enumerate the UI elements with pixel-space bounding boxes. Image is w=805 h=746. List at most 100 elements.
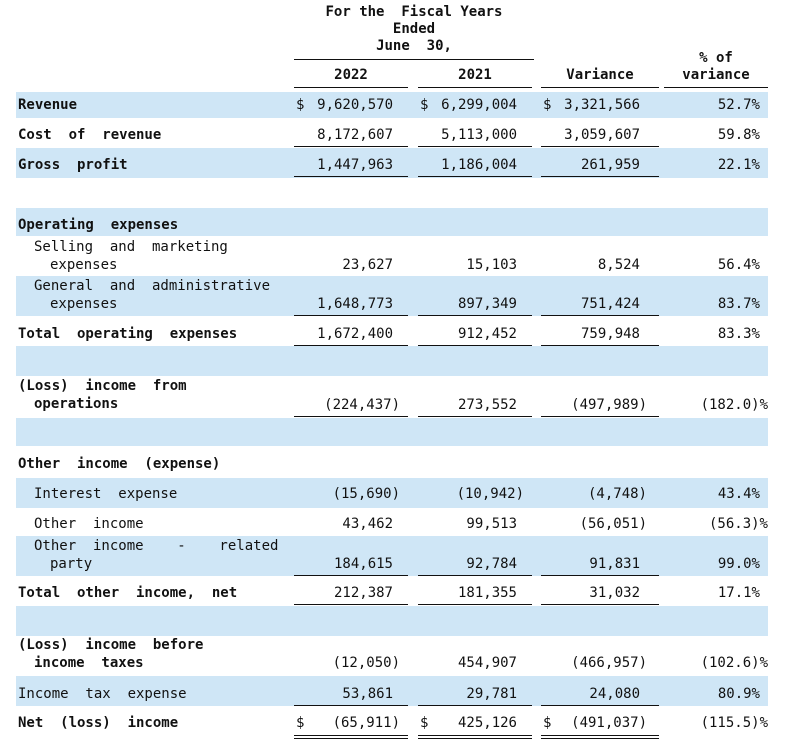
net-pct: (115.5)% bbox=[700, 715, 768, 731]
net-2021: 425,126 bbox=[457, 715, 517, 731]
net-variance: (491,037) bbox=[571, 715, 647, 731]
header-rule-2021 bbox=[418, 87, 532, 88]
pretax-variance: (466,957) bbox=[571, 655, 647, 671]
subtotal-rule bbox=[541, 575, 659, 576]
total-opex-2021: 912,452 bbox=[457, 326, 517, 342]
other-income-2021: 99,513 bbox=[466, 516, 517, 532]
selling-pct: 56.4% bbox=[717, 257, 760, 273]
subtotal-rule bbox=[541, 705, 659, 706]
band-after-opex bbox=[16, 346, 768, 376]
net-2022: (65,911) bbox=[332, 715, 400, 731]
cost-of-revenue-pct: 59.8% bbox=[717, 127, 760, 143]
gross-profit-pct: 22.1% bbox=[717, 157, 760, 173]
interest-2021: (10,942) bbox=[456, 486, 524, 502]
subtotal-rule bbox=[294, 176, 408, 177]
pretax-2022: (12,050) bbox=[332, 655, 400, 671]
subtotal-rule bbox=[418, 575, 532, 576]
band-operating-expenses bbox=[16, 208, 768, 236]
total-opex-pct: 83.3% bbox=[717, 326, 760, 342]
pretax-pct: (102.6)% bbox=[700, 655, 768, 671]
subtotal-rule bbox=[418, 604, 532, 605]
total-opex-variance: 759,948 bbox=[580, 326, 640, 342]
subtotal-rule bbox=[294, 315, 408, 316]
selling-2021: 15,103 bbox=[466, 257, 517, 273]
other-income-pct: (56.3)% bbox=[708, 516, 768, 532]
gross-profit-2021: 1,186,004 bbox=[441, 157, 517, 173]
band-gross-profit bbox=[16, 148, 768, 178]
row-label-net: Net (loss) income bbox=[18, 715, 179, 731]
tax-2021: 29,781 bbox=[466, 686, 517, 702]
row-label-general-line2: expenses bbox=[50, 296, 118, 312]
subtotal-rule bbox=[294, 705, 408, 706]
subtotal-rule bbox=[541, 146, 659, 147]
revenue-2022: 9,620,570 bbox=[317, 97, 393, 113]
total-other-2022: 212,387 bbox=[333, 585, 393, 601]
pretax-2021: 454,907 bbox=[457, 655, 517, 671]
band-other-related bbox=[16, 536, 768, 576]
other-related-2021: 92,784 bbox=[466, 556, 517, 572]
section-label-operating-expenses: Operating expenses bbox=[18, 217, 179, 233]
band-general-admin bbox=[16, 276, 768, 316]
general-2022: 1,648,773 bbox=[317, 296, 393, 312]
cost-of-revenue-variance: 3,059,607 bbox=[564, 127, 640, 143]
period-header-line3: June 30, bbox=[376, 38, 452, 54]
revenue-pct: 52.7% bbox=[717, 97, 760, 113]
subtotal-rule bbox=[418, 705, 532, 706]
total-double-rule bbox=[541, 735, 659, 739]
ops-income-variance: (497,989) bbox=[571, 397, 647, 413]
subtotal-rule bbox=[541, 315, 659, 316]
subtotal-rule bbox=[418, 345, 532, 346]
subtotal-rule bbox=[541, 176, 659, 177]
subtotal-rule bbox=[418, 315, 532, 316]
band-after-other bbox=[16, 606, 768, 636]
band-interest bbox=[16, 478, 768, 508]
period-header-rule bbox=[294, 59, 534, 60]
gross-profit-2022: 1,447,963 bbox=[317, 157, 393, 173]
total-other-variance: 31,032 bbox=[589, 585, 640, 601]
interest-variance: (4,748) bbox=[587, 486, 647, 502]
band-tax bbox=[16, 676, 768, 706]
tax-pct: 80.9% bbox=[717, 686, 760, 702]
row-label-revenue: Revenue bbox=[18, 97, 78, 113]
other-related-2022: 184,615 bbox=[333, 556, 393, 572]
other-related-pct: 99.0% bbox=[717, 556, 760, 572]
revenue-2021: 6,299,004 bbox=[441, 97, 517, 113]
subtotal-rule bbox=[541, 345, 659, 346]
subtotal-rule bbox=[294, 146, 408, 147]
ops-income-2022: (224,437) bbox=[324, 397, 400, 413]
total-other-2021: 181,355 bbox=[457, 585, 517, 601]
header-rule-2022 bbox=[294, 87, 408, 88]
section-label-other-income: Other income (expense) bbox=[18, 456, 221, 472]
column-header-pct-line1: % of bbox=[699, 50, 733, 66]
row-label-total-other: Total other income, net bbox=[18, 585, 238, 601]
total-other-pct: 17.1% bbox=[717, 585, 760, 601]
row-label-other-income: Other income bbox=[34, 516, 144, 532]
currency-symbol: $ bbox=[543, 97, 552, 113]
cost-of-revenue-2021: 5,113,000 bbox=[441, 127, 517, 143]
column-header-pct-line2: variance bbox=[682, 67, 750, 83]
tax-2022: 53,861 bbox=[342, 686, 393, 702]
general-pct: 83.7% bbox=[717, 296, 760, 312]
general-variance: 751,424 bbox=[580, 296, 640, 312]
row-label-interest: Interest expense bbox=[34, 486, 178, 502]
selling-2022: 23,627 bbox=[342, 257, 393, 273]
row-label-total-opex: Total operating expenses bbox=[18, 326, 238, 342]
other-income-2022: 43,462 bbox=[342, 516, 393, 532]
gross-profit-variance: 261,959 bbox=[580, 157, 640, 173]
row-label-general-line1: General and administrative bbox=[34, 278, 271, 294]
row-label-selling-line2: expenses bbox=[50, 257, 118, 273]
column-header-2022: 2022 bbox=[334, 67, 368, 83]
tax-variance: 24,080 bbox=[589, 686, 640, 702]
total-opex-2022: 1,672,400 bbox=[317, 326, 393, 342]
subtotal-rule bbox=[541, 416, 659, 417]
interest-2022: (15,690) bbox=[332, 486, 400, 502]
subtotal-rule bbox=[294, 345, 408, 346]
column-header-variance: Variance bbox=[566, 67, 634, 83]
row-label-pretax-line2: income taxes bbox=[34, 655, 144, 671]
general-2021: 897,349 bbox=[457, 296, 517, 312]
column-header-2021: 2021 bbox=[458, 67, 492, 83]
header-rule-pct bbox=[664, 87, 768, 88]
row-label-tax: Income tax expense bbox=[18, 686, 187, 702]
currency-symbol: $ bbox=[420, 715, 429, 731]
currency-symbol: $ bbox=[296, 715, 305, 731]
